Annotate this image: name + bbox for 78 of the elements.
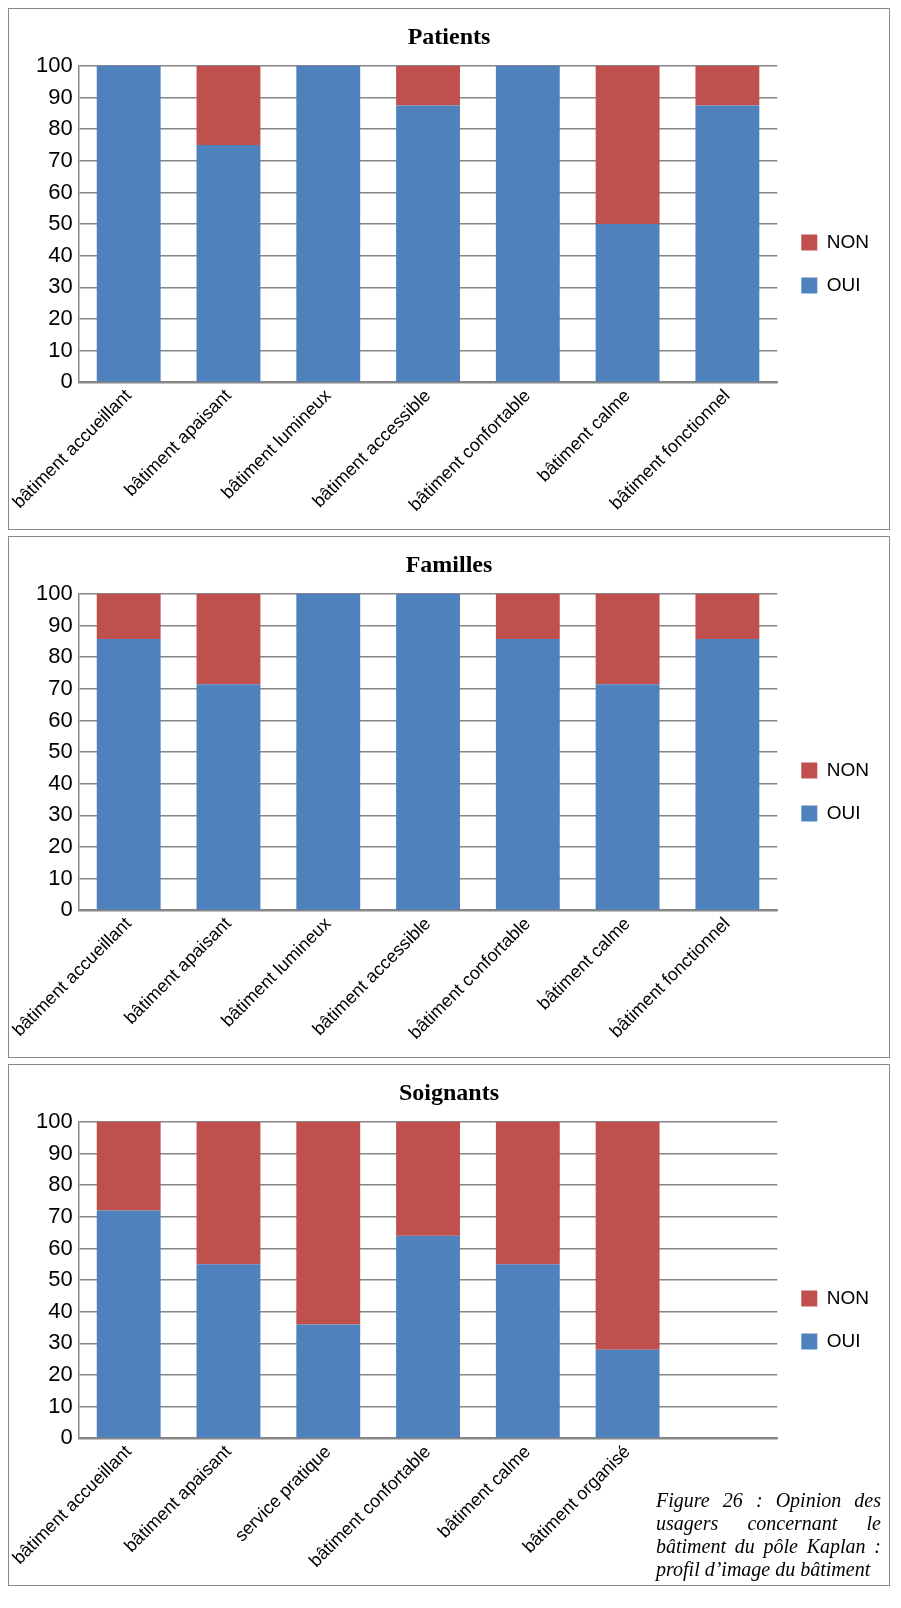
bar: [296, 593, 361, 910]
y-tick-label: 20: [48, 305, 73, 331]
legend-label: NON: [826, 1286, 870, 1308]
bar: [396, 1235, 460, 1438]
y-tick-label: 0: [60, 896, 73, 922]
y-tick-label: 60: [48, 706, 73, 732]
bar: [495, 1121, 560, 1265]
y-tick-label: 90: [48, 83, 73, 109]
bar: [396, 1121, 460, 1236]
bar: [396, 65, 460, 106]
bar: [396, 593, 460, 910]
legend-label: NON: [826, 758, 870, 780]
chart-title: Familles: [405, 550, 493, 577]
bar: [695, 65, 760, 106]
y-tick-label: 0: [60, 368, 73, 394]
y-tick-label: 30: [48, 273, 73, 299]
bar: [595, 684, 660, 910]
bar: [595, 593, 660, 685]
y-tick-label: 40: [48, 1297, 73, 1323]
chart-title: Soignants: [398, 1078, 500, 1105]
y-tick-label: 80: [48, 115, 73, 141]
bar: [495, 639, 560, 910]
bar: [495, 65, 560, 382]
y-tick-label: 10: [48, 336, 73, 362]
legend-label: NON: [826, 230, 870, 252]
bar: [495, 593, 560, 640]
y-tick-label: 80: [48, 643, 73, 669]
y-tick-label: 70: [48, 146, 73, 172]
y-tick-label: 60: [48, 178, 73, 204]
bar: [595, 65, 660, 225]
bar: [196, 593, 261, 685]
y-tick-label: 40: [48, 769, 73, 795]
bar: [96, 639, 161, 910]
y-tick-label: 20: [48, 833, 73, 859]
bar: [196, 684, 261, 910]
y-tick-label: 60: [48, 1234, 73, 1260]
bar: [96, 65, 161, 382]
y-tick-label: 30: [48, 801, 73, 827]
bar: [396, 105, 460, 382]
y-tick-label: 20: [48, 1361, 73, 1387]
y-tick-label: 0: [60, 1424, 73, 1450]
bar: [196, 1121, 261, 1265]
bar: [595, 1349, 660, 1438]
legend-label: OUI: [826, 801, 861, 823]
y-tick-label: 30: [48, 1329, 73, 1355]
bar: [196, 65, 261, 145]
bar: [495, 1264, 560, 1438]
bar: [695, 105, 760, 382]
legend-label: OUI: [826, 273, 861, 295]
y-tick-label: 100: [36, 579, 73, 605]
bar: [96, 1121, 161, 1211]
bar: [96, 593, 161, 640]
y-tick-label: 90: [48, 611, 73, 637]
bar: [695, 639, 760, 910]
bar: [196, 1264, 261, 1438]
bar: [296, 1121, 361, 1325]
y-tick-label: 50: [48, 1266, 73, 1292]
y-tick-label: 80: [48, 1171, 73, 1197]
chart-title: Patients: [407, 22, 491, 49]
y-tick-label: 70: [48, 1202, 73, 1228]
bar: [196, 144, 261, 382]
bar: [96, 1210, 161, 1438]
y-tick-label: 10: [48, 1392, 73, 1418]
y-tick-label: 70: [48, 674, 73, 700]
bar: [595, 1121, 660, 1350]
y-tick-label: 90: [48, 1139, 73, 1165]
caption: Figure 26 : Opinion des usagers concernant le bâtiment du pôle Kaplan : profil d’image du bâtiment: [656, 1489, 881, 1581]
y-tick-label: 50: [48, 210, 73, 236]
y-tick-label: 10: [48, 864, 73, 890]
y-tick-label: 40: [48, 241, 73, 267]
y-tick-label: 100: [36, 1107, 73, 1133]
y-tick-label: 50: [48, 738, 73, 764]
bar: [296, 65, 361, 382]
bar: [695, 593, 760, 640]
bar: [595, 224, 660, 382]
bar: [296, 1324, 361, 1438]
legend-label: OUI: [826, 1329, 861, 1351]
y-tick-label: 100: [36, 51, 73, 77]
